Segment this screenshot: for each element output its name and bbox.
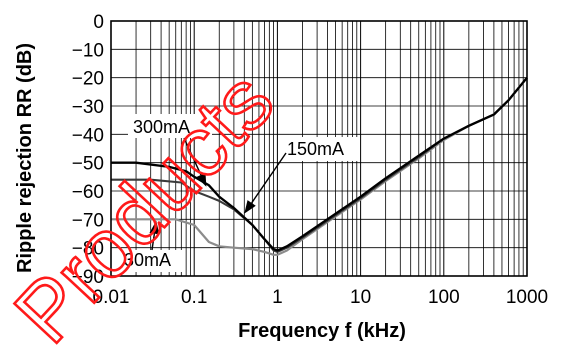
x-tick-label: 0.1 bbox=[181, 287, 207, 308]
grid bbox=[110, 20, 527, 277]
y-tick-labels: 0 −10 −20 −30 −40 −50 −60 −70 −80 −90 bbox=[72, 12, 104, 288]
x-tick-label: 100 bbox=[428, 287, 460, 308]
x-tick-label: 1 bbox=[272, 287, 283, 308]
plot-frame bbox=[110, 20, 528, 277]
y-tick-label: −70 bbox=[72, 210, 104, 231]
y-tick-label: −60 bbox=[72, 182, 104, 203]
annotation-arrow-line bbox=[183, 137, 202, 176]
series-lines bbox=[111, 76, 528, 256]
x-tick-label: 1000 bbox=[506, 287, 548, 308]
annotation-30ma: 30mA bbox=[124, 250, 171, 270]
y-tick-label: 0 bbox=[93, 12, 104, 33]
annotation-arrow-head bbox=[149, 220, 160, 235]
y-tick-label: −10 bbox=[72, 40, 104, 61]
y-tick-label: −30 bbox=[72, 97, 104, 118]
x-tick-label: 10 bbox=[350, 287, 371, 308]
y-tick-label: −40 bbox=[72, 125, 104, 146]
plot-border bbox=[110, 20, 528, 277]
annotation-arrow-head bbox=[196, 172, 207, 187]
y-tick-label: −20 bbox=[72, 69, 104, 90]
x-tick-label: 0.01 bbox=[93, 287, 130, 308]
x-tick-labels: 0.01 0.1 1 10 100 1000 bbox=[93, 287, 549, 308]
y-tick-label: −50 bbox=[72, 154, 104, 175]
x-axis-title: Frequency f (kHz) bbox=[238, 320, 406, 342]
annotation-arrow-head bbox=[244, 200, 256, 214]
y-axis-title: Ripple rejection RR (dB) bbox=[14, 43, 36, 273]
annotation-arrow-line bbox=[151, 233, 156, 251]
annotations: 300mA 150mA 30mA bbox=[119, 114, 359, 272]
y-tick-label: −80 bbox=[72, 239, 104, 260]
y-tick-label: −90 bbox=[72, 267, 104, 288]
annotation-150ma: 150mA bbox=[287, 139, 344, 159]
annotation-arrow-line bbox=[251, 152, 287, 204]
series-line-300ma bbox=[111, 76, 528, 252]
annotation-300ma: 300mA bbox=[133, 117, 190, 137]
